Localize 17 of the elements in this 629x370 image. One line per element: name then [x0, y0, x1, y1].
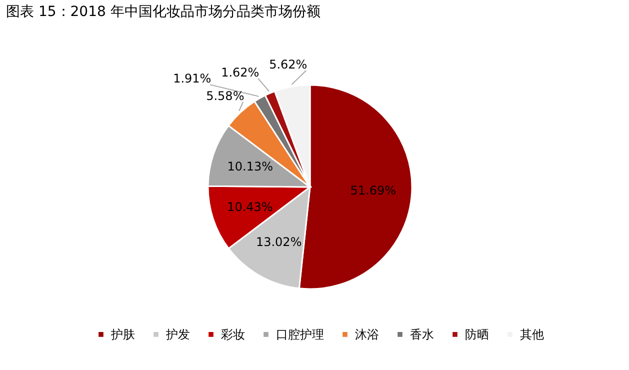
legend-label: 沐浴	[355, 327, 379, 342]
data-label: 5.58%	[206, 88, 244, 103]
legend-label: 防晒	[465, 327, 489, 342]
chart-title: 图表 15：2018 年中国化妆品市场分品类市场份额	[6, 4, 320, 20]
data-label: 10.13%	[227, 160, 273, 174]
data-label: 10.43%	[227, 200, 273, 214]
data-label: 51.69%	[350, 183, 396, 198]
legend-label: 香水	[410, 327, 434, 342]
legend-label: 护肤	[110, 327, 135, 342]
data-label: 5.62%	[269, 57, 308, 72]
data-label: 13.02%	[256, 235, 302, 250]
legend-label: 护发	[165, 327, 190, 342]
legend-label: 口腔护理	[276, 327, 324, 342]
data-label: 1.91%	[173, 72, 212, 86]
legend-label: 彩妆	[221, 327, 245, 342]
legend-label: 其他	[520, 327, 544, 342]
data-label: 1.62%	[221, 66, 260, 80]
